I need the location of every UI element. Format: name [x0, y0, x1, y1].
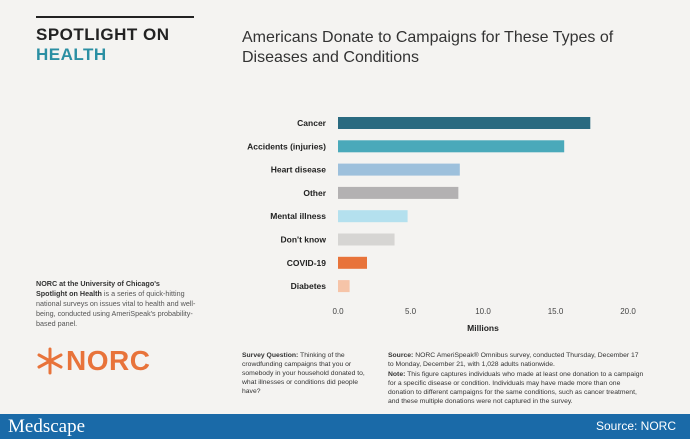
bar-chart: Cancer Accidents (injuries) Heart disease O…	[247, 117, 636, 333]
survey-question-text: Thinking of the crowdfunding campaigns t…	[242, 352, 365, 395]
category-label: Don't know	[281, 235, 327, 245]
blurb-bold-org: NORC at the University of Chicago's	[36, 279, 160, 288]
category-label: Diabetes	[291, 281, 327, 291]
x-tick-label: 15.0	[548, 307, 564, 316]
source-text: NORC AmeriSpeak® Omnibus survey, conduct…	[388, 352, 639, 368]
bar-accidents-injuries	[338, 140, 565, 153]
category-label: Heart disease	[271, 165, 327, 175]
bar-don-t-know	[338, 233, 395, 246]
asterisk-icon	[37, 347, 63, 375]
x-tick-label: 10.0	[475, 307, 491, 316]
bar-heart-disease	[338, 163, 460, 176]
footer-source: Source: NORC	[595, 419, 676, 433]
bar-mental-illness	[338, 210, 408, 223]
spotlight-title: SPOTLIGHT ON	[36, 25, 170, 44]
category-label: COVID-19	[287, 258, 326, 268]
methodology-note: Note: This figure captures individuals w…	[388, 370, 648, 406]
category-label: Other	[303, 188, 326, 198]
spotlight-subtitle: HEALTH	[36, 45, 107, 64]
category-label: Accidents (injuries)	[247, 141, 326, 151]
x-tick-label: 0.0	[332, 307, 344, 316]
bar-cancer	[338, 117, 591, 129]
bar-other	[338, 186, 459, 199]
note-label: Note:	[388, 371, 406, 378]
bar-diabetes	[338, 280, 350, 293]
note-text: This figure captures individuals who mad…	[388, 371, 644, 405]
chart-title: Americans Donate to Campaigns for These …	[242, 29, 614, 66]
x-tick-label: 5.0	[405, 307, 417, 316]
survey-question: Survey Question: Thinking of the crowdfu…	[242, 351, 377, 396]
x-axis-label: Millions	[467, 323, 499, 333]
norc-description: NORC at the University of Chicago's Spot…	[36, 279, 211, 329]
medscape-logo: Medscape	[8, 416, 86, 437]
blurb-bold-series: Spotlight on Health	[36, 289, 102, 298]
category-label: Mental illness	[270, 211, 326, 221]
norc-logo-text: NORC	[66, 345, 151, 376]
survey-question-label: Survey Question:	[242, 352, 299, 359]
top-rule	[36, 16, 194, 18]
footer-bar: Medscape Source: NORC	[0, 414, 690, 439]
category-label: Cancer	[297, 118, 327, 128]
brand-panel: SPOTLIGHT ON HEALTH	[36, 16, 226, 65]
bar-covid-19	[338, 256, 367, 269]
source-label: Source:	[388, 352, 414, 359]
x-tick-label: 20.0	[620, 307, 636, 316]
blurb-text: is a series of quick-hitting national su…	[36, 289, 196, 328]
source-note: Source: NORC AmeriSpeak® Omnibus survey,…	[388, 351, 643, 369]
